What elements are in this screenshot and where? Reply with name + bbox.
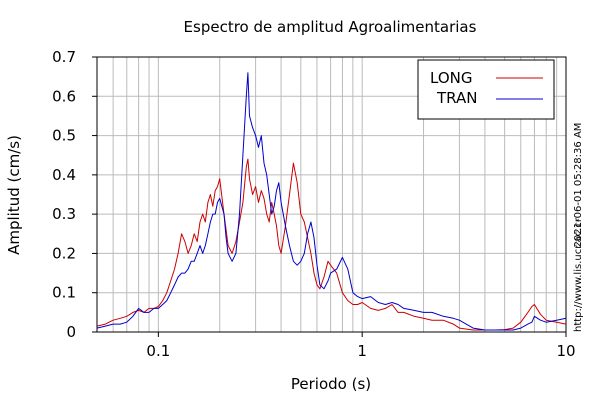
y-axis-label: Amplitud (cm/s)	[5, 135, 23, 255]
x-tick-label: 1	[357, 342, 367, 360]
x-axis-label: Periodo (s)	[291, 375, 371, 393]
plot-frame	[96, 56, 567, 333]
x-axis: 0.1 1 10	[146, 332, 576, 360]
y-tick-label: 0.1	[52, 284, 76, 302]
legend-box	[417, 59, 555, 120]
x-tick-label: 0.1	[146, 342, 170, 360]
series-line-long	[96, 158, 567, 331]
x-tick-label: 10	[556, 342, 575, 360]
y-tick-label: 0.7	[52, 48, 76, 66]
y-axis: 0 0.1 0.2 0.3 0.4 0.5 0.6 0.7	[52, 48, 97, 341]
series-lines	[96, 72, 567, 331]
y-tick-label: 0.4	[52, 166, 76, 184]
legend: LONG TRAN	[417, 59, 555, 120]
y-tick-label: 0.5	[52, 127, 76, 145]
y-tick-label: 0	[66, 323, 76, 341]
legend-label-long: LONG	[430, 69, 472, 87]
y-tick-label: 0.6	[52, 87, 76, 105]
y-tick-label: 0.3	[52, 205, 76, 223]
source-url-text: http://www.lis.ucr.ac.cr	[573, 217, 584, 332]
timestamp-text: 2021-06-01 05:28:36 AM	[573, 123, 584, 248]
legend-label-tran: TRAN	[436, 89, 477, 107]
series-line-tran	[96, 72, 567, 331]
y-tick-label: 0.2	[52, 244, 76, 262]
chart-title: Espectro de amplitud Agroalimentarias	[184, 18, 477, 36]
